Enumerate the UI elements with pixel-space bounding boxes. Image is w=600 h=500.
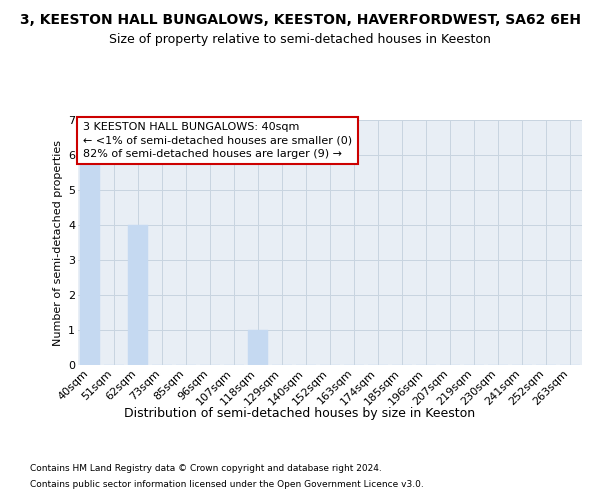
Text: 3, KEESTON HALL BUNGALOWS, KEESTON, HAVERFORDWEST, SA62 6EH: 3, KEESTON HALL BUNGALOWS, KEESTON, HAVE…	[19, 12, 581, 26]
Text: Distribution of semi-detached houses by size in Keeston: Distribution of semi-detached houses by …	[124, 408, 476, 420]
Text: 3 KEESTON HALL BUNGALOWS: 40sqm
← <1% of semi-detached houses are smaller (0)
82: 3 KEESTON HALL BUNGALOWS: 40sqm ← <1% of…	[83, 122, 352, 159]
Bar	[80, 155, 100, 365]
Text: Size of property relative to semi-detached houses in Keeston: Size of property relative to semi-detach…	[109, 32, 491, 46]
Y-axis label: Number of semi-detached properties: Number of semi-detached properties	[53, 140, 62, 346]
Text: Contains public sector information licensed under the Open Government Licence v3: Contains public sector information licen…	[30, 480, 424, 489]
Bar	[128, 225, 148, 365]
Text: Contains HM Land Registry data © Crown copyright and database right 2024.: Contains HM Land Registry data © Crown c…	[30, 464, 382, 473]
Bar	[248, 330, 268, 365]
